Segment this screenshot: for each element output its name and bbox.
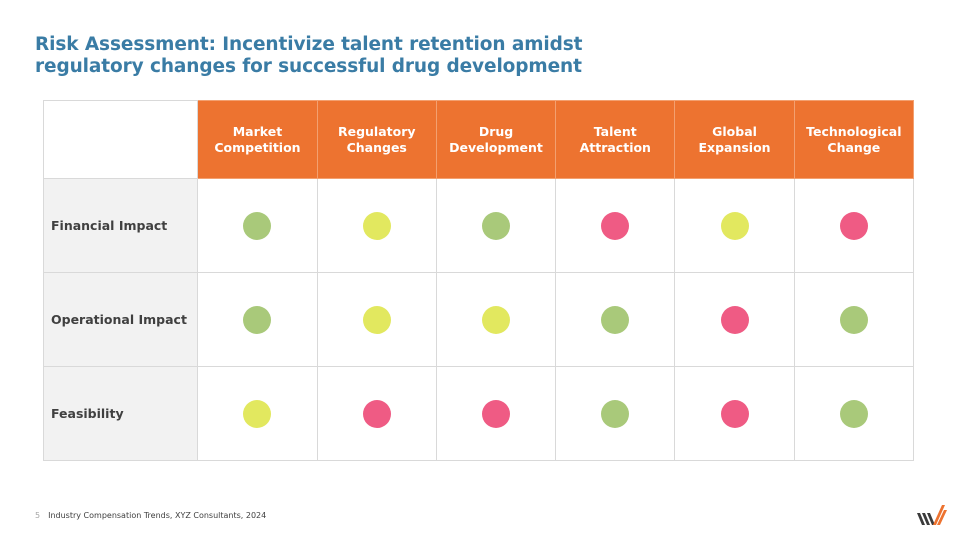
rating-cell [555,366,676,461]
row-financial-impact: Financial Impact [42,178,915,273]
rating-dot-red [601,211,630,240]
column-header-drug-development: Drug Development [435,100,557,179]
page-title: Risk Assessment: Incentivize talent rete… [35,34,895,78]
column-header-line: Change [827,139,881,155]
rating-cell [674,366,795,461]
row-label-operational-impact: Operational Impact [42,272,199,367]
column-header-line: Attraction [579,139,651,155]
column-header-technological-change: Technological Change [793,100,915,179]
rating-cell [674,272,795,367]
rating-cell [316,272,437,367]
row-feasibility: Feasibility [42,366,915,461]
corner-cell [42,100,199,179]
column-header-line: Competition [214,139,301,155]
rating-dot-red [839,211,868,240]
rating-dot-green [839,399,868,428]
column-header-line: Expansion [698,139,771,155]
column-header-line: Drug [478,123,514,139]
rating-dot-yellow [362,211,391,240]
page-title-line-2: regulatory changes for successful drug d… [35,56,582,77]
rating-cell [555,272,676,367]
rating-dot-yellow [362,305,391,334]
column-header-line: Market [232,123,283,139]
rating-cell [555,178,676,273]
rating-cell [197,272,318,367]
rating-cell [793,272,915,367]
rating-dot-green [601,305,630,334]
rating-cell [197,366,318,461]
rating-cell [435,272,557,367]
rating-dot-green [839,305,868,334]
rating-dot-red [482,399,510,428]
rating-cell [674,178,795,273]
column-header-talent-attraction: Talent Attraction [555,100,676,179]
column-header-line: Technological [806,123,902,139]
rating-cell [197,178,318,273]
rating-dot-yellow [720,211,749,240]
risk-matrix-table: Market Competition Regulatory Changes Dr… [42,100,915,461]
page-title-line-1: Risk Assessment: Incentivize talent rete… [35,34,583,55]
rating-dot-green [243,211,272,240]
column-header-line: Talent [593,123,637,139]
rating-dot-red [362,399,391,428]
column-header-line: Global [712,123,757,139]
header-row: Market Competition Regulatory Changes Dr… [42,100,915,179]
footer: 5 Industry Compensation Trends, XYZ Consu… [35,511,266,520]
rating-dot-red [720,305,749,334]
rating-dot-red [720,399,749,428]
column-header-line: Changes [346,139,407,155]
rating-cell [435,178,557,273]
column-header-line: Development [449,139,543,155]
rating-dot-yellow [243,399,272,428]
rating-cell [435,366,557,461]
column-header-regulatory-changes: Regulatory Changes [316,100,437,179]
row-label-feasibility: Feasibility [42,366,199,461]
rating-dot-green [601,399,630,428]
row-label-financial-impact: Financial Impact [42,178,199,273]
rating-cell [316,178,437,273]
rating-dot-yellow [482,305,510,334]
rating-dot-green [243,305,272,334]
rating-cell [793,178,915,273]
rating-dot-green [482,211,510,240]
rating-cell [316,366,437,461]
page-number: 5 [35,511,41,520]
striped-logo-icon [917,505,947,525]
column-header-line: Regulatory [337,123,416,139]
column-header-global-expansion: Global Expansion [674,100,795,179]
source-note: Industry Compensation Trends, XYZ Consul… [48,511,267,520]
column-header-market-competition: Market Competition [197,100,318,179]
row-operational-impact: Operational Impact [42,272,915,367]
rating-cell [793,366,915,461]
